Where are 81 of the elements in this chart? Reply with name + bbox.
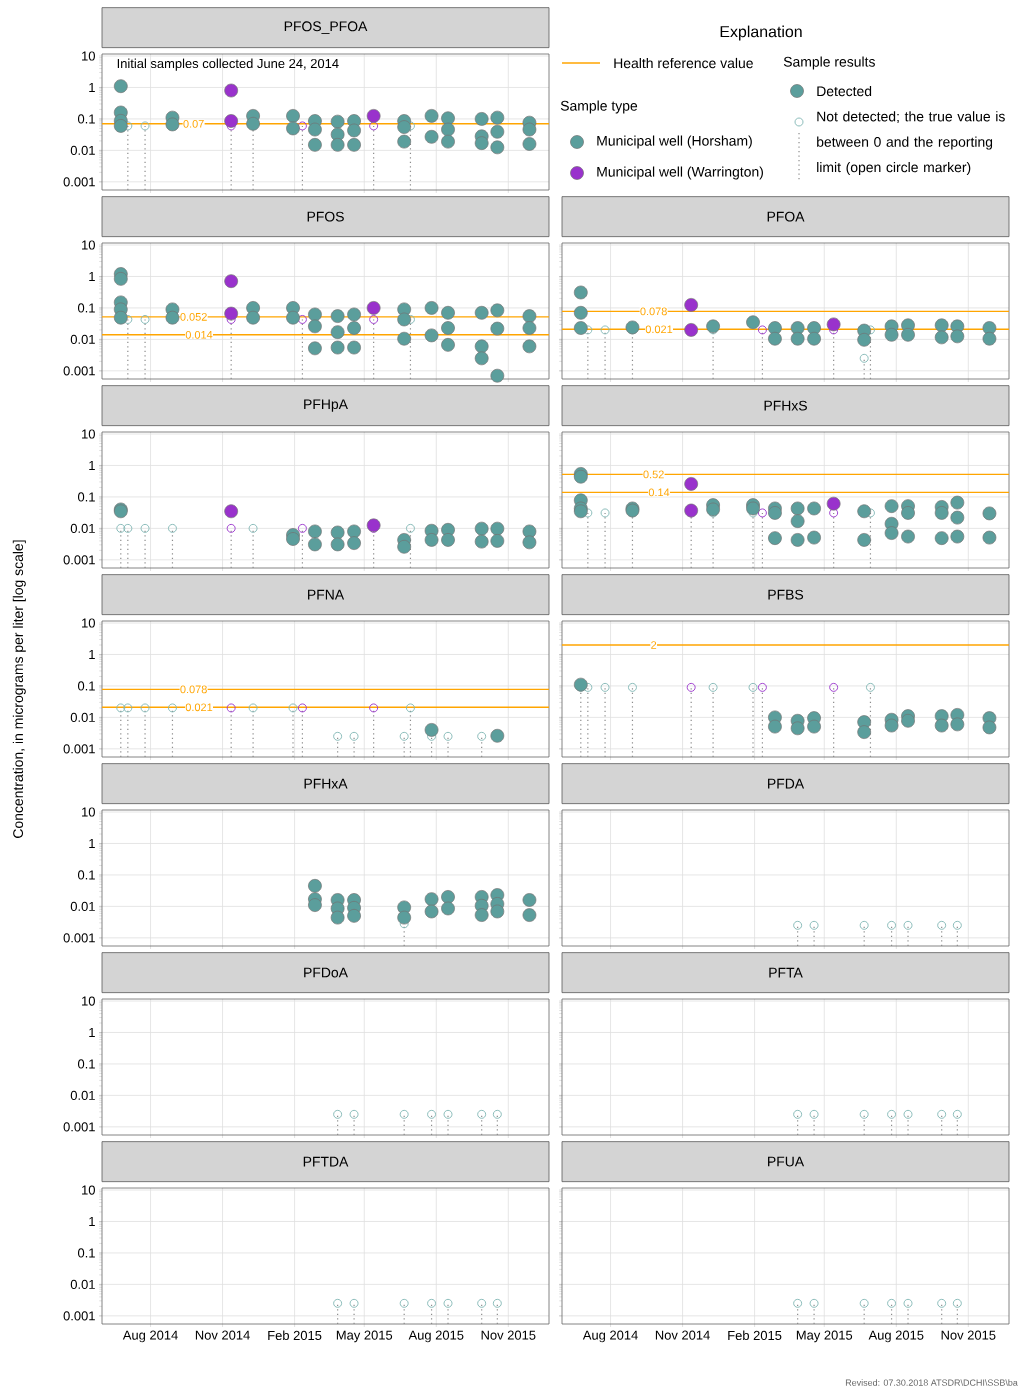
y-tick-label: 0.001 xyxy=(63,177,95,187)
y-tick-label: 0.1 xyxy=(77,492,95,502)
x-tick-label: Nov 2015 xyxy=(481,1330,536,1340)
y-tick-label: 10 xyxy=(82,51,95,61)
y-tick-label: 1 xyxy=(89,1217,95,1226)
chart-title: PFDA xyxy=(768,778,805,789)
text: Explanation xyxy=(720,25,802,41)
x-tick-label: Aug 2015 xyxy=(868,1330,924,1343)
y-tick-label: 0.001 xyxy=(63,1311,95,1321)
ref-line-label: 0.14 xyxy=(648,488,670,497)
annotation: Initial samples collected June 24, 2014 xyxy=(117,58,339,71)
y-tick-label: 10 xyxy=(82,618,95,628)
y-tick-label: 0.01 xyxy=(70,712,95,722)
y-tick-label: 0.1 xyxy=(77,870,95,880)
chart-title: PFNA xyxy=(308,589,345,600)
y-tick-label: 0.001 xyxy=(63,1122,95,1132)
ref-line-label: 0.014 xyxy=(185,330,213,339)
y-tick-label: 0.01 xyxy=(70,1279,95,1289)
y-tick-label: 1 xyxy=(89,650,95,659)
ref-line-label: 0.07 xyxy=(183,119,204,128)
y-tick-label: 10 xyxy=(82,996,95,1006)
y-tick-label: 0.001 xyxy=(63,366,95,376)
y-tick-label: 10 xyxy=(82,429,95,439)
y-tick-label: 0.1 xyxy=(77,681,95,691)
y-tick-label: 0.001 xyxy=(63,744,95,754)
y-tick-label: 1 xyxy=(89,461,95,470)
chart-title: PFTA xyxy=(769,967,803,978)
x-tick-label: May 2015 xyxy=(796,1330,853,1343)
y-tick-label: 1 xyxy=(89,1028,95,1037)
y-axis-title: Concentration, in micrograms per liter [log scale] xyxy=(12,540,26,838)
y-tick-label: 0.1 xyxy=(77,114,95,124)
ref-line-label: 0.021 xyxy=(185,703,213,712)
chart-title: PFHpA xyxy=(304,399,348,412)
y-tick-label: 10 xyxy=(82,807,95,817)
chart-title: PFDoA xyxy=(304,967,348,978)
chart-title: PFTDA xyxy=(303,1156,349,1167)
y-tick-label: 1 xyxy=(89,839,95,848)
y-tick-label: 0.01 xyxy=(70,901,95,911)
text: Health reference value xyxy=(614,57,753,69)
x-tick-label: Nov 2014 xyxy=(195,1330,250,1340)
y-tick-label: 0.1 xyxy=(77,1059,95,1069)
chart-title: PFOS_PFOA xyxy=(284,21,368,34)
x-tick-label: Aug 2014 xyxy=(582,1330,638,1343)
x-tick-label: Nov 2014 xyxy=(655,1330,710,1340)
y-tick-label: 0.1 xyxy=(77,1248,95,1258)
y-tick-label: 0.01 xyxy=(70,523,95,533)
x-tick-label: Feb 2015 xyxy=(268,1330,322,1341)
y-tick-label: 10 xyxy=(82,1185,95,1195)
y-tick-label: 1 xyxy=(89,83,95,92)
ref-line-label: 0.052 xyxy=(180,313,207,321)
chart-title: PFHxS xyxy=(764,400,807,411)
ref-line-label: 0.52 xyxy=(643,470,664,479)
x-tick-label: Feb 2015 xyxy=(728,1330,782,1341)
text: Revised: 07.30.2018 ATSDR\DCHI\SSB\ba xyxy=(845,1379,1018,1386)
chart-title: PFOS xyxy=(307,211,344,222)
chart-title: PFBS xyxy=(768,589,804,600)
chart-title: PFUA xyxy=(768,1156,805,1167)
text: Municipal well (Warrington) xyxy=(597,166,763,180)
ref-line-label: 0.078 xyxy=(180,685,207,694)
x-tick-label: May 2015 xyxy=(336,1330,393,1343)
text: Municipal well (Horsham) xyxy=(597,135,752,149)
ref-line-label: 0.021 xyxy=(645,325,673,334)
chart-title: PFOA xyxy=(767,211,805,222)
y-tick-label: 0.001 xyxy=(63,555,95,565)
x-tick-label: Aug 2014 xyxy=(122,1330,178,1343)
text: Not detected; the true value is between 0 and the reporting limit (open circle marker) xyxy=(817,111,1005,176)
x-tick-label: Aug 2015 xyxy=(408,1330,464,1343)
text: Sample type xyxy=(560,100,638,114)
y-tick-label: 0.01 xyxy=(70,334,95,344)
text: Sample results xyxy=(783,56,875,70)
text: Detected xyxy=(817,85,872,97)
y-tick-label: 0.01 xyxy=(70,145,95,155)
y-tick-label: 0.1 xyxy=(77,303,95,313)
y-tick-label: 10 xyxy=(82,240,95,250)
ref-line-label: 0.078 xyxy=(640,307,667,316)
y-tick-label: 0.001 xyxy=(63,933,95,943)
y-tick-label: 0.01 xyxy=(70,1090,95,1100)
x-tick-label: Nov 2015 xyxy=(941,1330,996,1340)
ref-line-label: 2 xyxy=(651,641,657,649)
y-tick-label: 1 xyxy=(89,272,95,281)
chart-title: PFHxA xyxy=(304,778,348,789)
